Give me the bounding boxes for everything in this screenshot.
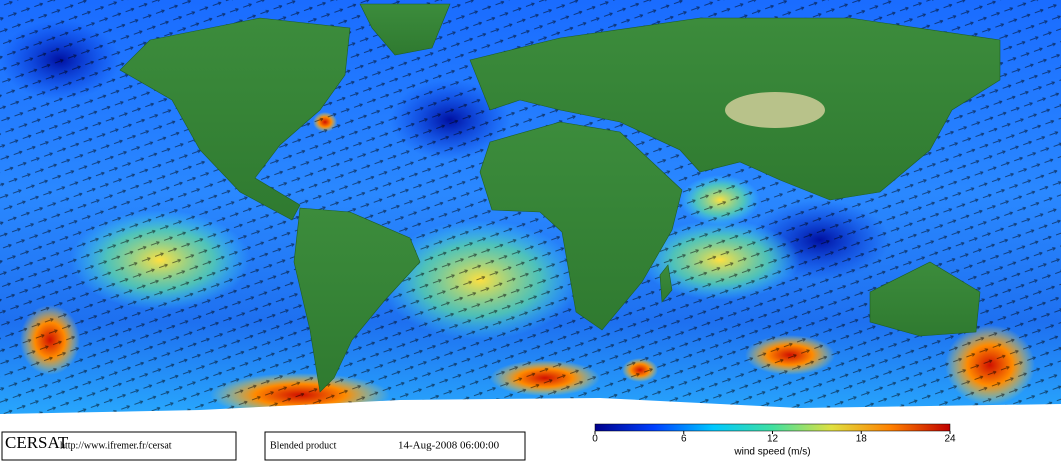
colorbar-label: wind speed (m/s): [733, 447, 810, 458]
product: Blended product: [270, 440, 337, 451]
colorbar-tick-label: 6: [681, 434, 687, 445]
land: [119, 3, 1001, 393]
colorbar: 0 6 12 18 24 wind speed (m/s): [592, 423, 956, 458]
brand: CERSAT: [5, 433, 69, 452]
colorbar-tick-label: 24: [944, 434, 956, 445]
url: http://www.ifremer.fr/cersat: [60, 440, 172, 451]
colorbar-bar: [594, 423, 951, 432]
colorbar-tick-label: 0: [592, 434, 598, 445]
footer: CERSAT http://www.ifremer.fr/cersat Blen…: [1, 431, 526, 461]
ice: [0, 398, 1061, 430]
brand-box: [1, 431, 237, 461]
date: 14-Aug-2008 06:00:00: [398, 440, 500, 452]
colorbar-tick-label: 18: [856, 434, 868, 445]
product-box: [264, 431, 526, 461]
colorbar-tick-label: 12: [767, 434, 779, 445]
